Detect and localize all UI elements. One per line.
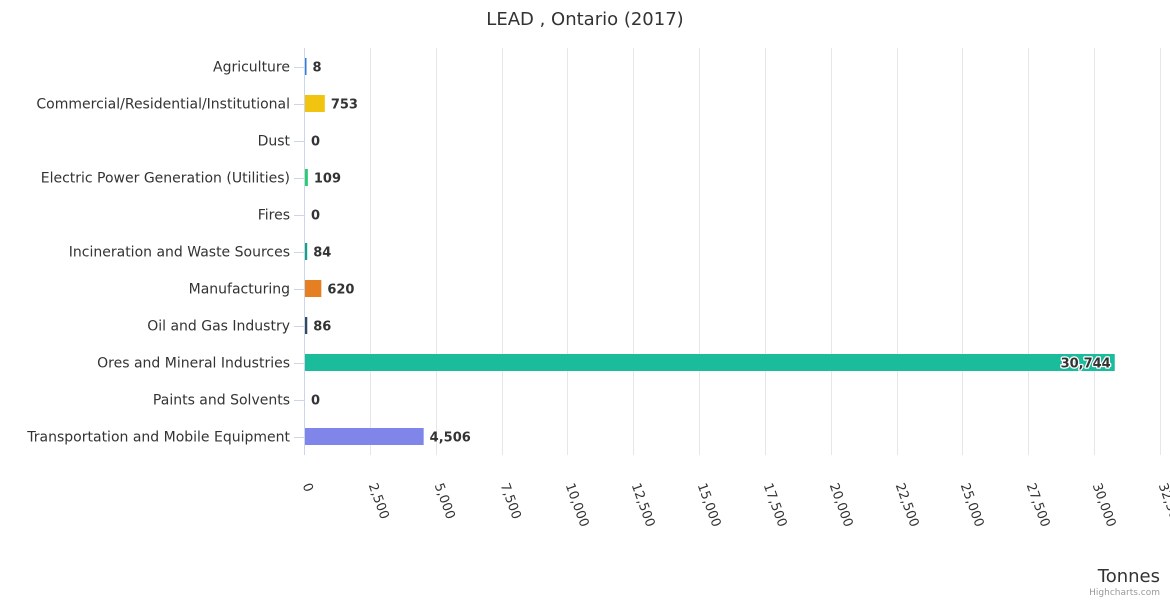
bar[interactable] (305, 58, 307, 75)
category-label: Oil and Gas Industry (147, 319, 290, 335)
category-labels: Agriculture Commercial/Residential/Instit… (26, 60, 290, 446)
gridlines (370, 48, 1161, 455)
data-label: 0 (311, 209, 320, 224)
bar[interactable] (305, 317, 308, 334)
data-label: 8 (313, 61, 322, 76)
category-label: Ores and Mineral Industries (97, 356, 290, 372)
category-label: Commercial/Residential/Institutional (36, 97, 290, 113)
category-axis (294, 48, 305, 455)
category-label: Manufacturing (189, 282, 290, 298)
data-label: 620 (327, 283, 354, 298)
chart-title: LEAD , Ontario (2017) (486, 9, 683, 30)
category-label: Paints and Solvents (153, 393, 290, 409)
data-label: 753 (331, 98, 358, 113)
category-label: Transportation and Mobile Equipment (26, 430, 290, 446)
data-label: 0 (311, 394, 320, 409)
data-label: 109 (314, 172, 341, 187)
data-label: 0 (311, 135, 320, 150)
data-labels: 8 753 0 109 0 84 620 86 30,744 0 4,506 (311, 61, 1112, 446)
bar[interactable] (305, 243, 308, 260)
category-label: Dust (258, 134, 291, 150)
data-label: 30,744 (1061, 357, 1111, 372)
category-label: Fires (258, 208, 290, 224)
category-label: Agriculture (213, 60, 290, 76)
data-label: 84 (313, 246, 331, 261)
bar[interactable] (305, 95, 325, 112)
category-label: Incineration and Waste Sources (69, 245, 290, 261)
data-label: 4,506 (430, 431, 471, 446)
bar[interactable] (305, 428, 424, 445)
bar[interactable] (305, 169, 308, 186)
category-label: Electric Power Generation (Utilities) (41, 171, 290, 187)
bar[interactable] (305, 280, 322, 297)
value-axis-title: Tonnes (1097, 566, 1160, 587)
bar[interactable] (305, 354, 1115, 371)
credits-link[interactable]: Highcharts.com (1089, 588, 1160, 598)
data-label: 86 (313, 320, 331, 335)
bar-series (305, 58, 1115, 445)
